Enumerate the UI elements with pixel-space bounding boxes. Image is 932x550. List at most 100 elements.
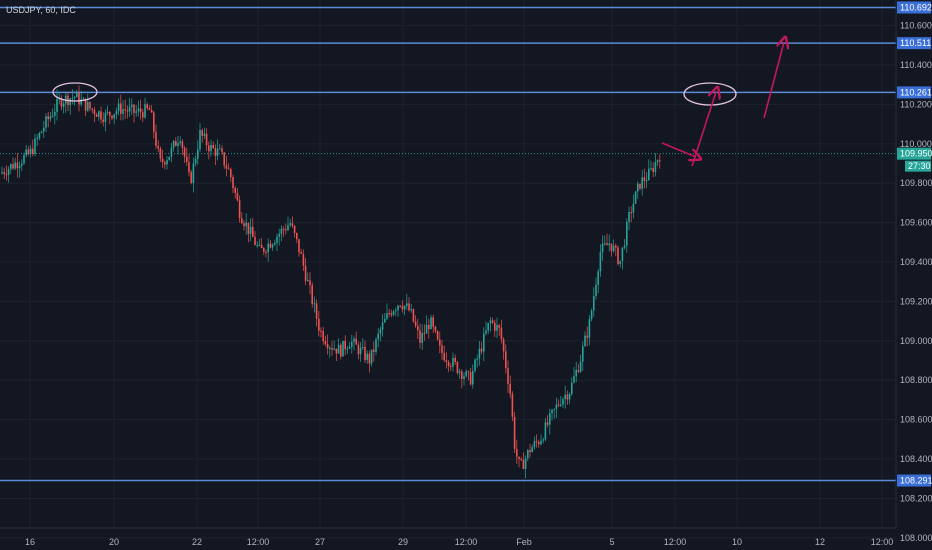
candle-body (489, 320, 492, 323)
countdown-tag (905, 160, 931, 172)
candle-body (318, 318, 320, 331)
candle-body (588, 319, 591, 338)
arrow-up-extension[interactable] (763, 42, 784, 119)
candle-body (120, 103, 122, 114)
candle-body (73, 97, 76, 99)
horizontal-levels (0, 6, 896, 482)
candle-body (450, 366, 452, 368)
annotation-ellipse-target[interactable] (683, 82, 737, 106)
candle-body (302, 253, 305, 266)
y-tick-label: 109.800 (900, 178, 932, 188)
candle-body (84, 98, 87, 111)
candle-body (634, 191, 637, 204)
candle-body (139, 108, 142, 113)
candle-body (340, 344, 342, 357)
candle-body (95, 114, 98, 117)
candle-body (208, 145, 210, 152)
last-price-label: 109.950 (900, 149, 932, 159)
candle-body (494, 322, 496, 331)
candle-body (212, 144, 214, 149)
candle-body (197, 149, 199, 159)
candle-body (146, 104, 148, 109)
time-axis[interactable]: 16 20 22 12:00 27 29 12:00 Feb 5 12:00 10 12 12:00 (0, 527, 896, 547)
candle-body (392, 311, 395, 315)
candle-body (135, 111, 137, 113)
candle-body (560, 404, 562, 406)
candle-body (419, 330, 421, 343)
candle-body (87, 102, 89, 111)
candle-body (348, 346, 351, 349)
candle-body (434, 326, 437, 332)
candle-body (555, 404, 558, 409)
candle-body (467, 371, 470, 373)
candle-body (201, 129, 203, 136)
x-tick-label: 10 (732, 537, 742, 547)
candle-body (172, 141, 175, 148)
candle-body (516, 448, 518, 457)
candle-body (45, 116, 47, 128)
candle-body (199, 129, 201, 150)
candle-body (159, 148, 162, 159)
candle-body (505, 351, 507, 369)
candle-body (480, 348, 483, 352)
price-axis[interactable]: 110.600 110.400 110.200 110.000 109.800 109.6… (895, 0, 932, 550)
candle-body (258, 244, 261, 246)
candle-body (298, 239, 300, 253)
candle-body (205, 133, 208, 146)
y-tick-label: 110.000 (900, 139, 932, 149)
candle-body (421, 333, 423, 343)
candle-body (608, 243, 610, 246)
candle-body (346, 348, 349, 350)
candle-body (188, 162, 190, 173)
arrow-up-target[interactable] (691, 92, 716, 167)
candle-body (219, 148, 221, 150)
candle-body (619, 260, 621, 265)
candle-body (324, 341, 327, 345)
candle-body (414, 321, 417, 326)
price-axis-bg (896, 0, 932, 550)
candle-body (353, 338, 355, 342)
level-price-tag (897, 474, 931, 487)
candle-body (375, 339, 377, 352)
candle-body (313, 303, 316, 305)
candle-body (445, 360, 448, 363)
candle-body (260, 244, 263, 249)
candle-body (137, 108, 140, 112)
candle-body (21, 163, 23, 166)
candle-body (267, 243, 269, 253)
candle-body (329, 347, 331, 349)
candle-body (166, 160, 168, 165)
candle-body (628, 212, 630, 222)
candle-body (496, 325, 498, 331)
candle-body (69, 98, 71, 106)
candle-body (639, 183, 641, 189)
candle-body (659, 160, 661, 162)
y-tick-label: 110.200 (900, 99, 932, 109)
x-tick-label: 12 (815, 537, 825, 547)
annotation-ellipse-high[interactable] (52, 82, 98, 102)
candle-body (397, 305, 399, 311)
candle-body (104, 112, 107, 123)
candle-body (524, 458, 527, 469)
candle-body (544, 422, 547, 440)
candle-body (529, 449, 531, 453)
candle-body (60, 98, 63, 107)
candle-body (652, 168, 654, 172)
candle-body (309, 280, 311, 286)
candle-body (254, 237, 256, 245)
candle-body (153, 112, 155, 133)
candle-body (586, 335, 588, 338)
candle-body (626, 221, 628, 246)
candle-body (56, 98, 58, 112)
candle-body (333, 348, 335, 350)
candle-body (355, 338, 357, 345)
candle-body (194, 158, 197, 164)
candle-body (472, 370, 474, 385)
arrow-down-right[interactable] (661, 142, 696, 157)
candle-body (241, 218, 243, 224)
candle-body (441, 345, 443, 354)
candle-body (148, 108, 151, 111)
candle-body (599, 252, 602, 272)
